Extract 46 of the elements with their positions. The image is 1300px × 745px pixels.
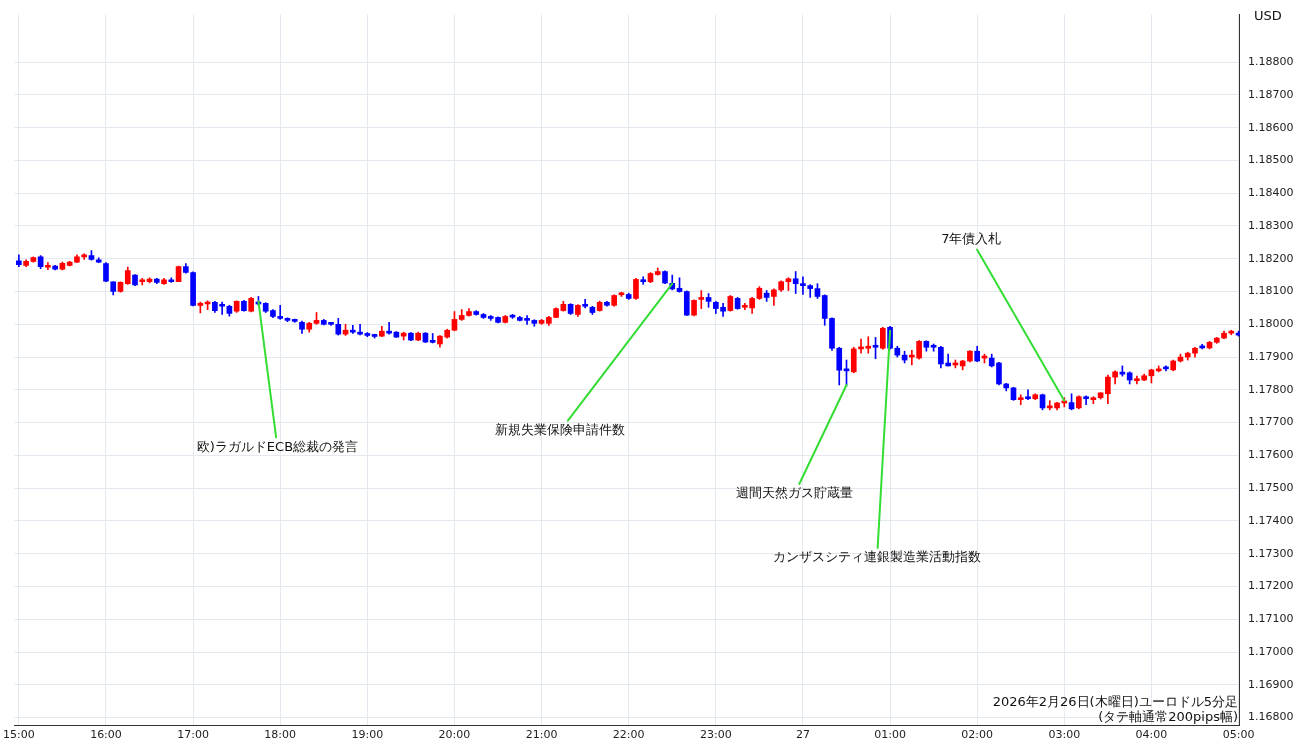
y-tick-label: 1.17800 (1248, 382, 1294, 396)
y-tick-label: 1.18500 (1248, 153, 1294, 167)
annotation: 2026年2月26日(木曜日)ユーロドル5分足 (992, 693, 1238, 709)
y-tick-label: 1.16800 (1248, 710, 1294, 724)
x-tick-label: 01:00 (874, 728, 906, 742)
annotation: 週間天然ガス貯蔵量 (736, 485, 853, 501)
y-tick-label: 1.18600 (1248, 120, 1294, 134)
x-tick-label: 20:00 (438, 728, 471, 742)
x-tick-label: 18:00 (264, 728, 297, 742)
y-tick-label: 1.16900 (1248, 677, 1294, 691)
y-axis-title: USD (1254, 8, 1282, 24)
x-tick-label: 15:00 (3, 728, 35, 742)
x-tick-label: 19:00 (351, 728, 384, 742)
y-tick-label: 1.18200 (1248, 251, 1294, 265)
y-tick-label: 1.18300 (1248, 218, 1294, 232)
y-tick-label: 1.18000 (1248, 317, 1294, 331)
x-tick-label: 04:00 (1135, 728, 1168, 742)
y-tick-label: 1.18700 (1248, 87, 1294, 101)
y-tick-label: 1.17300 (1248, 546, 1294, 560)
annotation: 7年債入札 (941, 231, 1002, 247)
x-tick-label: 17:00 (177, 728, 209, 742)
y-tick-label: 1.17000 (1248, 644, 1294, 658)
x-tick-label: 23:00 (699, 728, 732, 742)
x-tick-label: 05:00 (1222, 728, 1255, 742)
y-tick-label: 1.18400 (1248, 186, 1294, 200)
x-tick-label: 02:00 (961, 728, 994, 742)
x-tick-label: 21:00 (525, 728, 558, 742)
y-tick-label: 1.17100 (1248, 612, 1294, 626)
y-tick-label: 1.18800 (1248, 54, 1294, 68)
y-tick-label: 1.17600 (1248, 448, 1294, 462)
y-tick-label: 1.17500 (1248, 481, 1294, 495)
y-tick-label: 1.17400 (1248, 513, 1294, 527)
y-tick-label: 1.17900 (1248, 349, 1294, 363)
y-tick-label: 1.18100 (1248, 284, 1294, 298)
candlestick (698, 290, 705, 309)
annotation: 新規失業保険申請件数 (495, 422, 626, 438)
x-tick-label: 22:00 (612, 728, 645, 742)
x-tick-label: 27 (795, 728, 810, 742)
y-tick-label: 1.17200 (1248, 579, 1294, 593)
x-tick-label: 16:00 (90, 728, 122, 742)
x-tick-label: 03:00 (1048, 728, 1081, 742)
y-tick-label: 1.17700 (1248, 415, 1294, 429)
annotation: (タテ軸通常200pips幅) (1098, 708, 1238, 724)
candlestick (1017, 394, 1024, 405)
annotation: 欧)ラガルドECB総裁の発言 (196, 438, 359, 454)
annotation: カンザスシティ連銀製造業活動指数 (773, 549, 982, 565)
